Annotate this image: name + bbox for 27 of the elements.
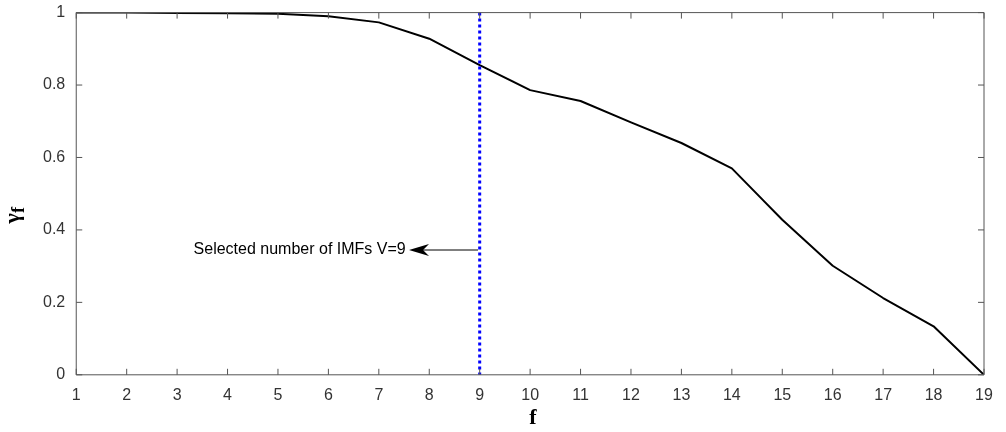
x-tick-label: 6: [323, 385, 333, 403]
x-axis-title: f: [528, 404, 538, 430]
x-tick-label: 9: [475, 385, 485, 403]
y-tick-label: 0.4: [42, 220, 66, 238]
y-tick-label: 1: [56, 3, 66, 21]
annotation: Selected number of IMFs V=9: [193, 239, 406, 258]
x-tick-label: 11: [572, 385, 589, 403]
x-tick-label: 8: [424, 385, 434, 403]
y-tick-label: 0.6: [42, 147, 66, 165]
y-tick-label: 0.8: [42, 75, 66, 93]
x-tick-label: 19: [975, 385, 993, 403]
y-tick-label: 0: [56, 365, 66, 383]
y-tick-label: 0.2: [42, 292, 66, 310]
x-tick-label: 5: [273, 385, 283, 403]
x-tick-label: 15: [773, 385, 792, 403]
x-tick-label: 7: [374, 385, 384, 403]
x-tick-label: 14: [722, 385, 741, 403]
x-tick-label: 18: [924, 385, 943, 403]
x-tick-label: 17: [874, 385, 893, 403]
x-tick-label: 13: [672, 385, 691, 403]
x-tick-label: 10: [521, 385, 540, 403]
x-tick-label: 3: [172, 385, 182, 403]
x-tick-label: 4: [223, 385, 233, 403]
x-tick-label: 2: [122, 385, 132, 403]
x-tick-label: 12: [622, 385, 640, 403]
x-tick-label: 16: [823, 385, 842, 403]
x-tick-label: 1: [71, 385, 81, 403]
